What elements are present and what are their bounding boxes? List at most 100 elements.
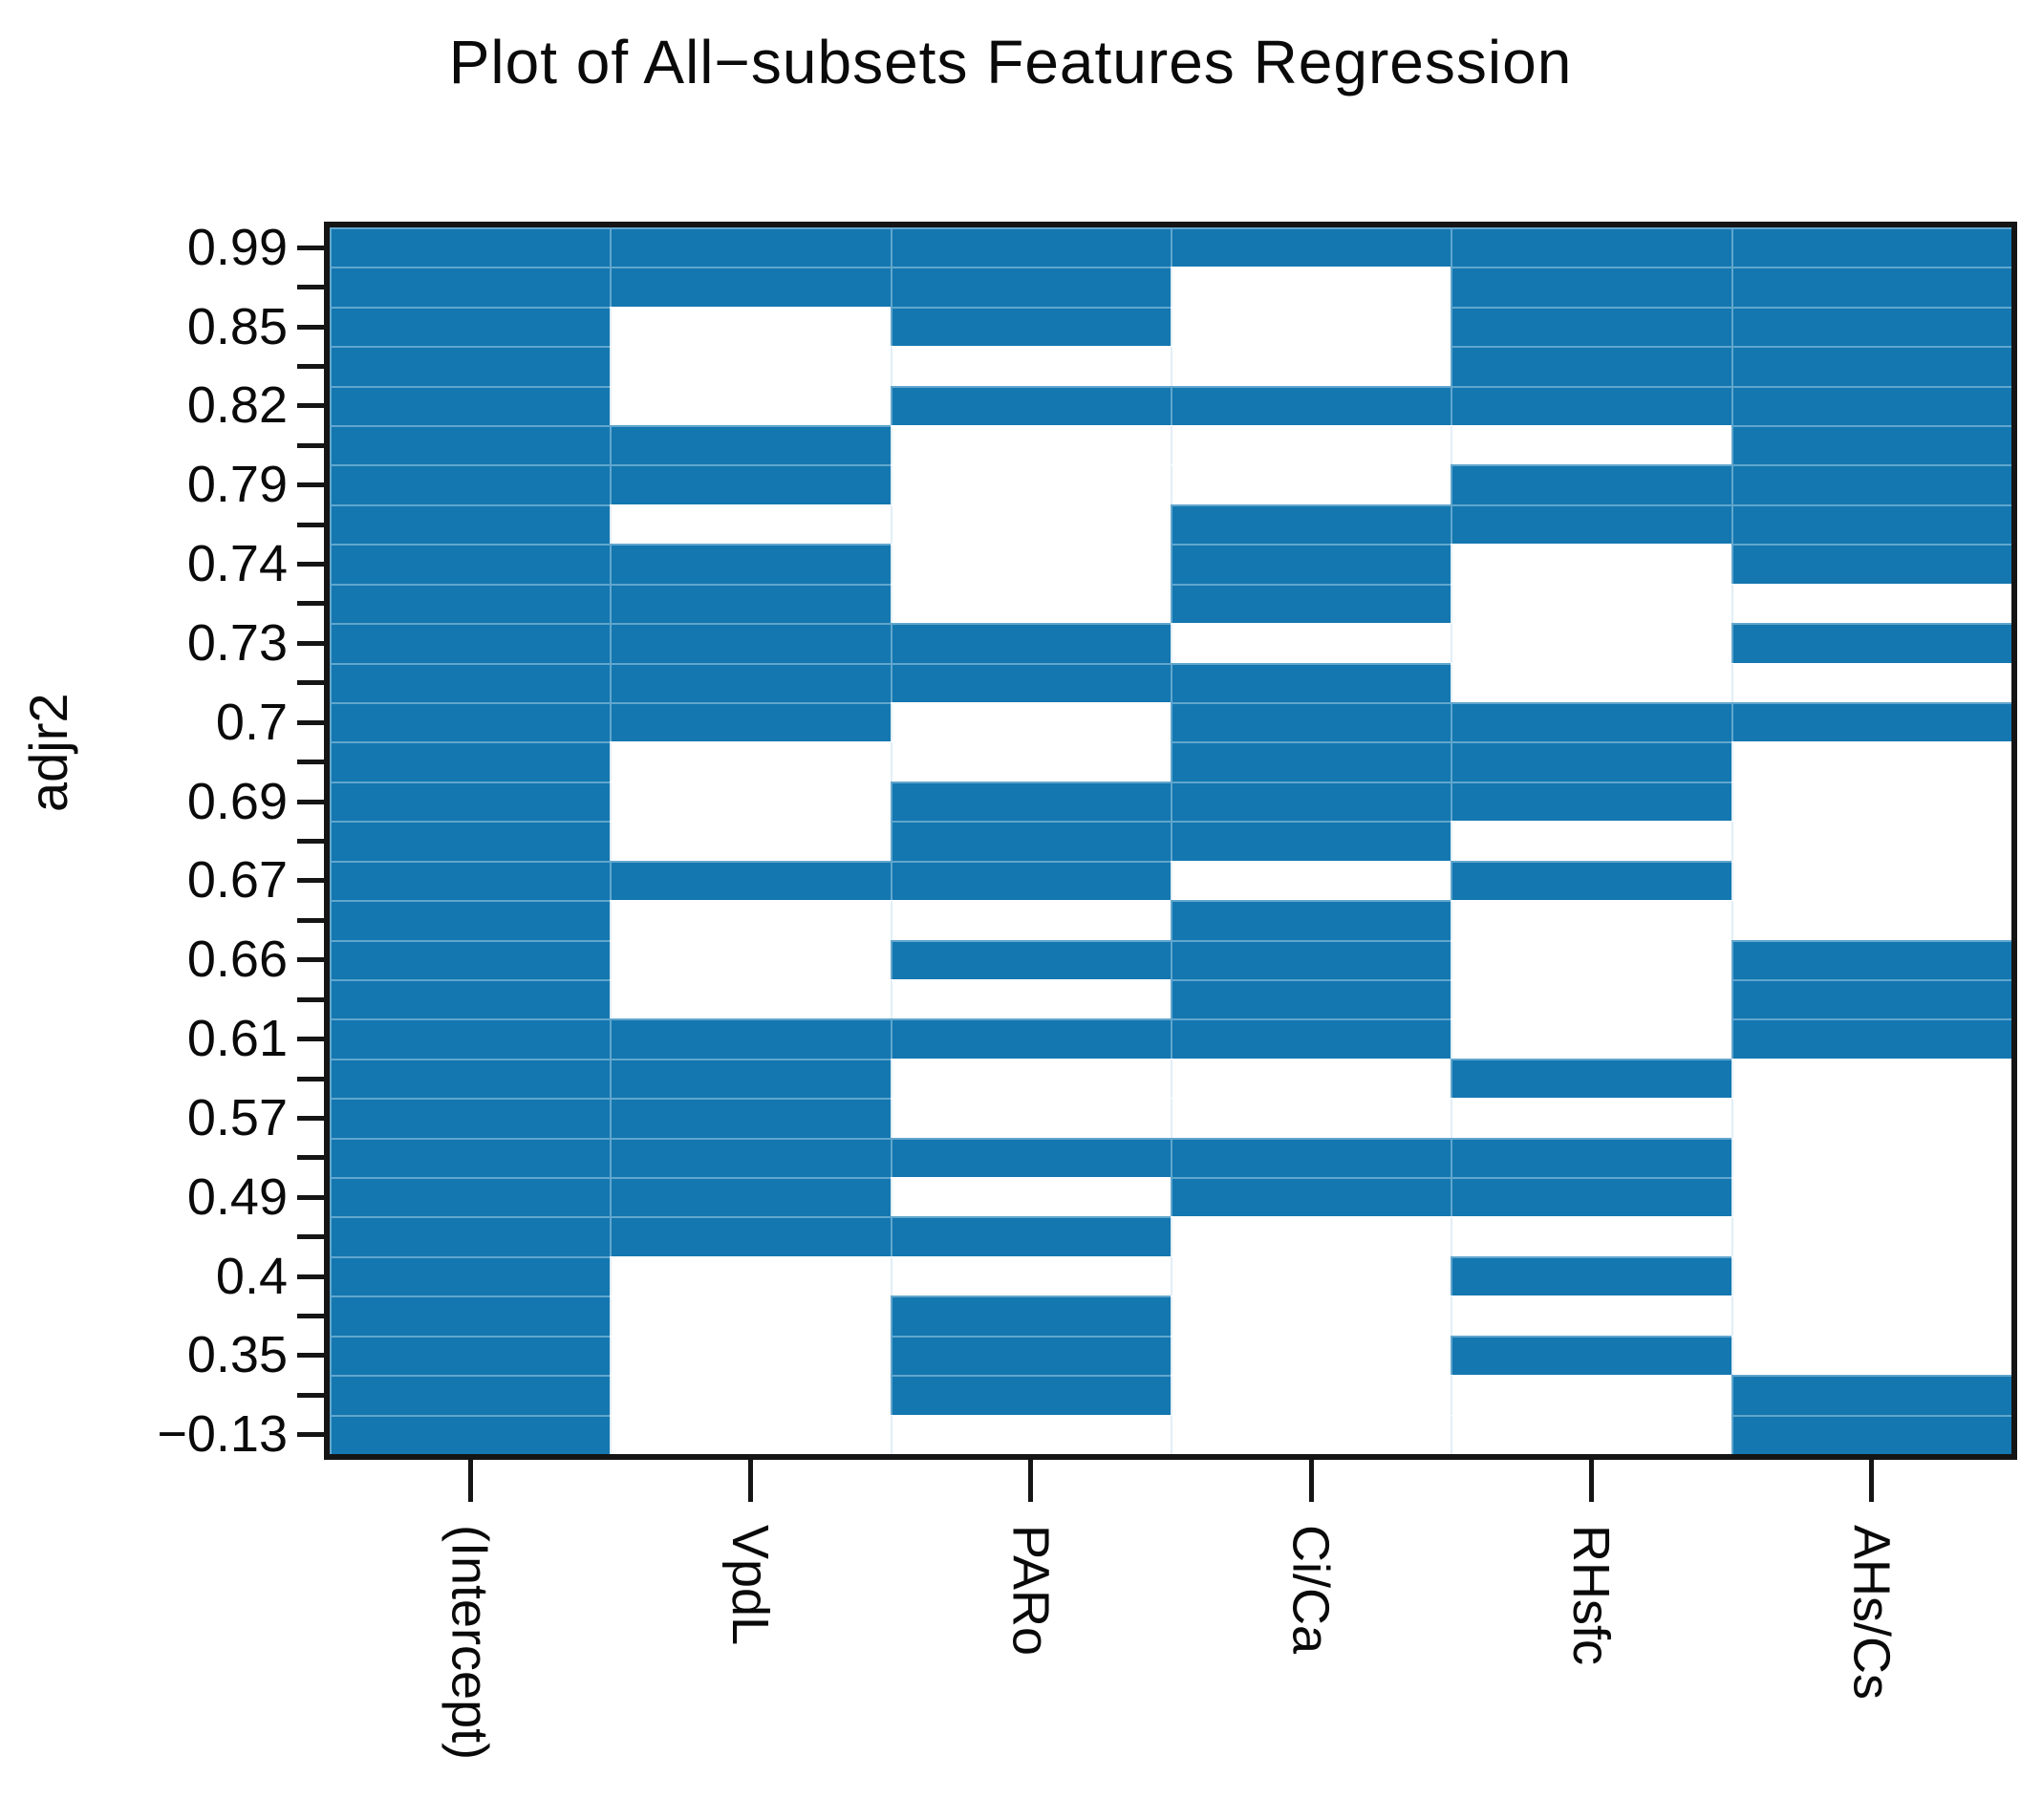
matrix-cell (330, 1137, 611, 1178)
matrix-cell (1731, 503, 2011, 545)
x-axis-column-label: VpdL (721, 1525, 779, 1646)
matrix-cell (890, 464, 1171, 504)
matrix-cell (1171, 860, 1451, 901)
matrix-cell (1171, 1414, 1451, 1454)
matrix-cell (1731, 1295, 2011, 1336)
y-axis-tick-label: 0.99 (186, 218, 288, 276)
matrix-cell (1451, 1295, 1731, 1336)
y-axis-tick (297, 1234, 326, 1240)
matrix-cell (1451, 464, 1731, 504)
matrix-cell (610, 741, 891, 782)
matrix-cell (1451, 821, 1731, 861)
matrix-cell (1731, 860, 2011, 901)
matrix-cell (890, 1058, 1171, 1099)
matrix-cell (890, 425, 1171, 465)
matrix-cell (610, 662, 891, 702)
matrix-cell (330, 1295, 611, 1336)
y-axis-tick (297, 996, 326, 1002)
x-axis-tick (748, 1460, 753, 1502)
matrix-cell (1731, 1414, 2011, 1454)
matrix-cell (610, 1414, 891, 1454)
matrix-cell (610, 1177, 891, 1217)
y-axis-tick-label: −0.13 (157, 1405, 288, 1464)
matrix-cell (1171, 623, 1451, 663)
matrix-cell (1731, 583, 2011, 624)
matrix-cell (1171, 741, 1451, 782)
matrix-cell (1171, 1216, 1451, 1256)
matrix-cell (890, 978, 1171, 1019)
matrix-cell (1451, 701, 1731, 742)
matrix-cell (610, 544, 891, 584)
matrix-cell (1171, 1255, 1451, 1296)
matrix-cell (1171, 1335, 1451, 1376)
matrix-cell (1171, 1018, 1451, 1059)
matrix-cell (1731, 741, 2011, 782)
matrix-cell (890, 306, 1171, 347)
matrix-cell (330, 662, 611, 702)
y-axis-tick (297, 719, 326, 725)
y-axis-tick (297, 363, 326, 369)
matrix-cell (890, 1295, 1171, 1336)
matrix-cell (1171, 306, 1451, 347)
matrix-cell (1451, 1098, 1731, 1138)
matrix-cell (610, 900, 891, 940)
matrix-cell (1731, 1375, 2011, 1415)
matrix-cell (1451, 1058, 1731, 1099)
matrix-cell (1171, 1177, 1451, 1217)
x-axis-column-label: PARo (1001, 1525, 1060, 1657)
matrix-cell (610, 1295, 891, 1336)
matrix-cell (330, 741, 611, 782)
matrix-cell (1451, 741, 1731, 782)
matrix-cell (610, 306, 891, 347)
matrix-cell (890, 781, 1171, 822)
matrix-cell (610, 860, 891, 901)
y-axis-title: adjr2 (18, 693, 78, 812)
matrix-cell (890, 583, 1171, 624)
matrix-cell (610, 939, 891, 979)
matrix-cell (890, 1098, 1171, 1138)
matrix-cell (610, 978, 891, 1019)
x-axis-tick (1869, 1460, 1875, 1502)
matrix-cell (890, 1255, 1171, 1296)
matrix-cell (890, 503, 1171, 545)
matrix-cell (330, 1335, 611, 1376)
matrix-cell (1451, 583, 1731, 624)
y-axis-tick (297, 1274, 326, 1279)
y-axis-tick-label: 0.4 (215, 1247, 288, 1305)
y-axis-tick (297, 878, 326, 884)
matrix-cell (1451, 1255, 1731, 1296)
matrix-cell (890, 741, 1171, 782)
matrix-cell (1731, 662, 2011, 702)
matrix-cell (890, 900, 1171, 940)
matrix-cell (1731, 306, 2011, 347)
matrix-cell (1171, 701, 1451, 742)
x-axis-tick (467, 1460, 473, 1502)
y-axis-tick (297, 1115, 326, 1121)
matrix-cell (1171, 1058, 1451, 1099)
matrix-cell (330, 1255, 611, 1296)
matrix-cell (610, 821, 891, 861)
y-axis-tick-label: 0.74 (186, 535, 288, 593)
matrix-cell (1171, 821, 1451, 861)
chart-title: Plot of All−subsets Features Regression (448, 28, 1573, 96)
matrix-cell (330, 701, 611, 742)
matrix-cell (890, 267, 1171, 307)
matrix-cell (1731, 267, 2011, 307)
matrix-cell (1731, 900, 2011, 940)
matrix-cell (1731, 425, 2011, 465)
matrix-cell (890, 227, 1171, 268)
matrix-cell (610, 227, 891, 268)
y-axis-tick (297, 324, 326, 330)
matrix-cell (1451, 662, 1731, 702)
matrix-cell (1171, 900, 1451, 940)
y-axis-tick (297, 285, 326, 290)
y-axis-tick (297, 917, 326, 923)
plot-area (324, 222, 2017, 1460)
matrix-cell (1171, 662, 1451, 702)
matrix-cell (890, 860, 1171, 901)
matrix-cell (1451, 267, 1731, 307)
matrix-cell (1451, 1375, 1731, 1415)
matrix-cell (1731, 1255, 2011, 1296)
y-axis-tick (297, 1194, 326, 1200)
matrix-cell (330, 306, 611, 347)
